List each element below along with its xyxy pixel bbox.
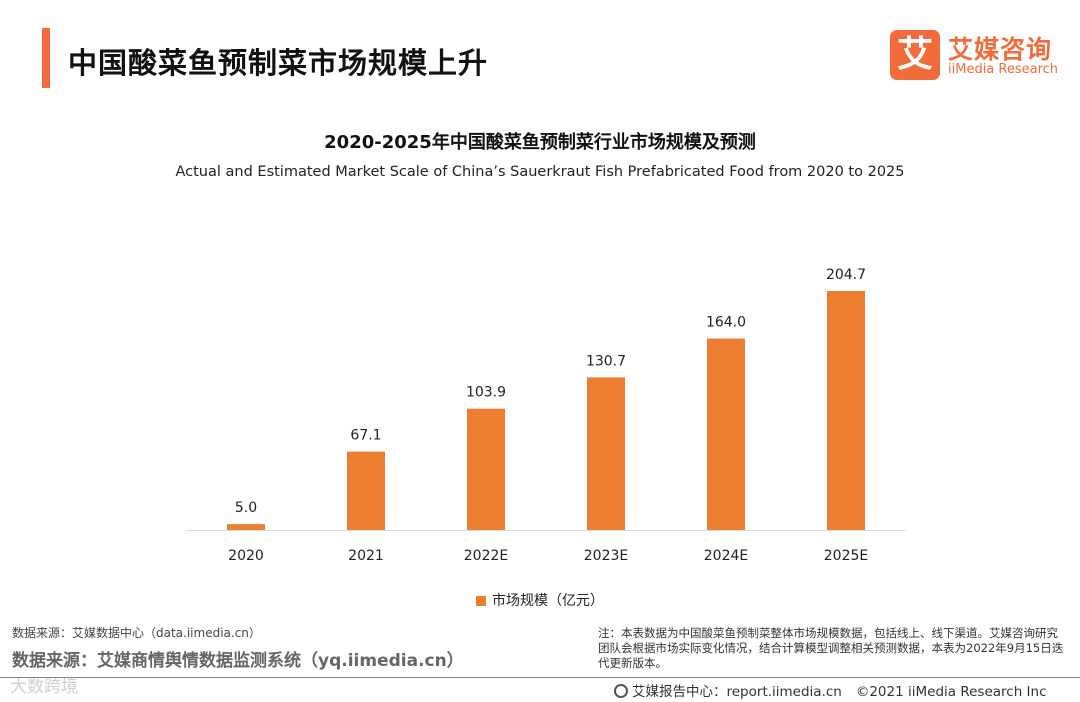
legend-swatch	[476, 596, 486, 606]
chart-title: 2020-2025年中国酸菜鱼预制菜行业市场规模及预测	[324, 132, 756, 153]
data-source-large: 数据来源：艾媒商情舆情数据监测系统（yq.iimedia.cn）	[12, 651, 464, 671]
data-label-2021: 67.1	[350, 428, 381, 444]
copyright-text: ©2021 iiMedia Research Inc	[855, 684, 1047, 700]
x-tick-label-2023E: 2023E	[584, 548, 628, 564]
x-tick-label-2020: 2020	[228, 548, 264, 564]
data-label-2022E: 103.9	[466, 385, 506, 401]
x-tick-label-2021: 2021	[348, 548, 384, 564]
x-tick-label-2022E: 2022E	[464, 548, 508, 564]
footer-divider	[0, 677, 1080, 678]
page-footer: 艾媒报告中心：report.iimedia.cn ©2021 iiMedia Re…	[614, 680, 1047, 700]
globe-icon	[614, 684, 628, 698]
legend-label: 市场规模（亿元）	[492, 593, 604, 609]
data-label-2023E: 130.7	[586, 353, 626, 369]
x-tick-label-2025E: 2025E	[824, 548, 868, 564]
chart-subtitle: Actual and Estimated Market Scale of Chi…	[175, 164, 905, 180]
bar-2021	[347, 451, 385, 530]
page-header: 中国酸菜鱼预制菜市场规模上升 艾 艾媒咨询 iiMedia Research	[0, 0, 1080, 100]
data-label-2020: 5.0	[235, 500, 257, 516]
watermark: 大数跨境	[10, 677, 78, 697]
data-label-2025E: 204.7	[826, 267, 866, 283]
logo-chinese-name: 艾媒咨询	[948, 35, 1053, 64]
title-accent-bar	[42, 28, 50, 88]
logo-mark-icon: 艾	[890, 30, 940, 80]
bar-2022E	[467, 408, 505, 530]
bar-2020	[227, 524, 265, 530]
bar-2025E	[827, 291, 865, 530]
data-label-2024E: 164.0	[706, 315, 746, 331]
chart-legend: 市场规模（亿元）	[0, 590, 1080, 610]
data-source-small: 数据来源：艾媒数据中心（data.iimedia.cn）	[12, 626, 261, 640]
iimedia-logo: 艾 艾媒咨询 iiMedia Research	[886, 30, 1066, 82]
page-title: 中国酸菜鱼预制菜市场规模上升	[68, 46, 489, 80]
bar-2024E	[707, 338, 745, 530]
report-center-link[interactable]: 艾媒报告中心：report.iimedia.cn	[632, 684, 842, 700]
chart-note: 注：本表数据为中国酸菜鱼预制菜整体市场规模数据，包括线上、线下渠道。艾媒咨询研究…	[598, 626, 1064, 670]
bar-2023E	[587, 377, 625, 530]
x-tick-label-2024E: 2024E	[704, 548, 748, 564]
logo-english-name: iiMedia Research	[948, 62, 1059, 77]
